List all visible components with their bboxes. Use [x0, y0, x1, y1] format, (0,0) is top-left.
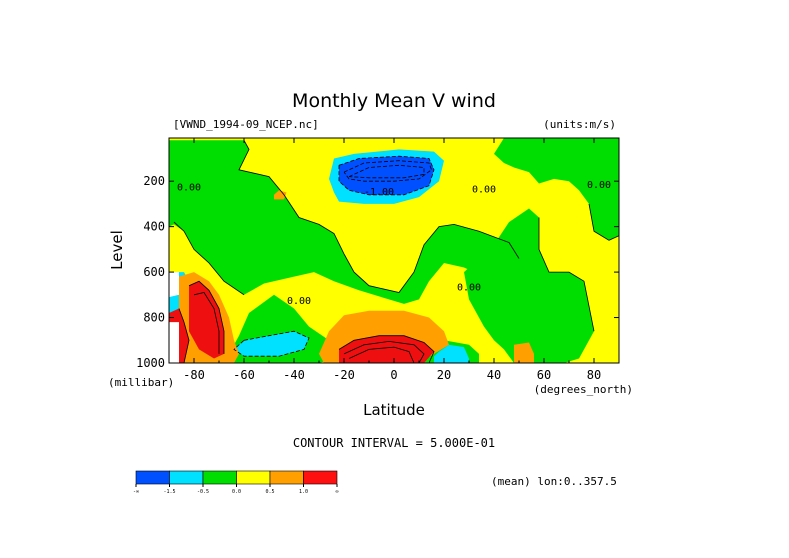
x-axis: -80 -60 -40 -20 0 20 40 60 80: [168, 138, 620, 382]
contour-line-8: [188, 280, 225, 354]
y-tick-label-1: 400: [143, 220, 165, 234]
y-axis-unit: (millibar): [108, 376, 174, 389]
contour-label-4: 0.00: [587, 180, 611, 191]
contour-line-6: [348, 164, 425, 179]
y-tick-label-3: 800: [143, 311, 165, 325]
contour-region-17: [274, 190, 287, 200]
colorbar-label-4: 0.5: [265, 489, 274, 495]
colorbar-label-1: -1.5: [163, 489, 175, 495]
colorbar-label-2: -0.5: [197, 489, 209, 495]
contour-label-2: 0.00: [287, 296, 311, 307]
contour-label-0: -1.00: [364, 187, 394, 198]
contour-line-9: [193, 292, 220, 354]
contour-region-20: [169, 322, 179, 363]
contour-line-10: [338, 335, 435, 363]
contour-region-15: [339, 335, 434, 363]
contour-line-1: [238, 140, 520, 293]
x-tick-label-0: -80: [183, 368, 205, 382]
contour-region-10: [434, 344, 469, 363]
x-tick-label-2: -40: [283, 368, 305, 382]
contour-line-0: [173, 221, 245, 296]
x-axis-unit: (degrees_north): [534, 383, 633, 396]
y-tick-label-2: 600: [143, 265, 165, 279]
x-tick-label-6: 40: [487, 368, 501, 382]
contour-region-1: [169, 140, 519, 304]
colorbar-label-5: 1.0: [299, 489, 308, 495]
contour-label-1: 0.00: [177, 182, 201, 193]
y-axis: 200 400 600 800 1000: [136, 174, 619, 370]
contour-line-13: [178, 308, 190, 363]
contour-label-3: 0.00: [472, 185, 496, 196]
contour-region-3: [464, 208, 594, 363]
colorbar-swatch-1: [169, 470, 204, 485]
x-tick-label-8: 80: [587, 368, 601, 382]
colorbar-swatch-0: [135, 470, 170, 485]
colorbar-swatch-5: [303, 470, 338, 485]
contour-lines: [173, 140, 619, 363]
units-label: (units:m/s): [543, 118, 616, 131]
colorbar-label-0: -∞: [133, 489, 139, 495]
x-tick-label-7: 60: [537, 368, 551, 382]
contour-region-16: [514, 342, 534, 363]
x-tick-label-4: 0: [390, 368, 397, 382]
dataset-filename: [VWND_1994-09_NCEP.nc]: [173, 118, 319, 131]
contour-region-9: [234, 331, 309, 357]
y-tick-label-0: 200: [143, 174, 165, 188]
colorbar-label-6: ∞: [335, 489, 338, 495]
contour-labels: -1.00 0.00 0.00 0.00 0.00 0.00: [177, 180, 611, 307]
contour-line-12: [348, 346, 415, 363]
x-tick-label-1: -60: [233, 368, 255, 382]
contour-label-5: 0.00: [457, 282, 481, 293]
contour-line-2: [588, 203, 619, 241]
contour-line-11: [343, 340, 425, 363]
colorbar: -∞ -1.5 -0.5 0.0 0.5 1.0 ∞: [133, 470, 339, 495]
colorbar-swatch-2: [202, 470, 237, 485]
x-tick-label-5: 20: [437, 368, 451, 382]
colorbar-swatch-4: [269, 470, 304, 485]
y-axis-title: Level: [108, 230, 126, 270]
contour-line-4: [338, 155, 435, 196]
contour-region-2: [494, 138, 619, 241]
contour-region-8: [344, 160, 432, 182]
plot-area: [169, 138, 619, 363]
y-tick-label-4: 1000: [136, 356, 165, 370]
colorbar-swatch-3: [236, 470, 271, 485]
contour-line-5: [343, 160, 432, 182]
contour-line-3: [538, 217, 595, 332]
colorbar-label-3: 0.0: [232, 489, 241, 495]
contour-interval-text: CONTOUR INTERVAL = 5.000E-01: [293, 436, 495, 450]
chart-title: Monthly Mean V wind: [292, 90, 496, 112]
contour-line-7: [233, 330, 310, 357]
contour-region-19: [169, 272, 179, 298]
mean-longitude-text: (mean) lon:0..357.5: [491, 475, 617, 488]
contour-region-13: [189, 281, 224, 359]
x-tick-label-3: -20: [333, 368, 355, 382]
x-axis-title: Latitude: [363, 401, 425, 419]
